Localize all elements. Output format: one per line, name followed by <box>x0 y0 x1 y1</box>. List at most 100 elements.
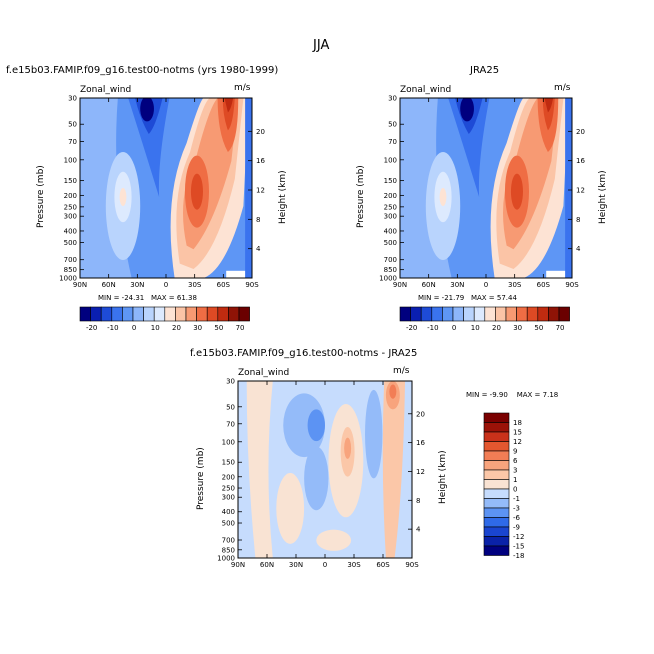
left-min-value: -24.31 <box>121 294 145 302</box>
right-colorbar-box <box>431 306 443 322</box>
left-colorbar-box <box>122 306 134 322</box>
diff-colorbar-label: 15 <box>513 429 522 437</box>
x-tick-label: 30S <box>188 281 202 289</box>
left-colorbar-label: -20 <box>86 324 97 332</box>
right-min-max: MIN = -21.79 MAX = 57.44 <box>418 294 517 302</box>
height-tick-label: 4 <box>576 245 581 253</box>
diff-colorbar-box <box>483 469 510 480</box>
y-tick-label: 850 <box>222 546 235 554</box>
left-max-value: 61.38 <box>176 294 197 302</box>
y-tick-label: 250 <box>222 485 235 493</box>
x-tick-label: 90N <box>73 281 87 289</box>
x-tick-label: 60S <box>376 561 390 569</box>
diff-colorbar-box <box>483 526 510 537</box>
x-tick-label: 30N <box>130 281 144 289</box>
y-tick-label: 70 <box>68 138 77 146</box>
height-tick-label: 12 <box>576 187 585 195</box>
diff-colorbar-box <box>483 536 510 547</box>
y-tick-label: 50 <box>388 121 397 129</box>
y-tick-label: 1000 <box>379 275 397 283</box>
left-colorbar-box <box>90 306 102 322</box>
x-tick-label: 60S <box>217 281 231 289</box>
left-colorbar-box <box>100 306 113 322</box>
left-max-label: MAX = <box>150 294 175 302</box>
diff-colorbar-box <box>483 450 510 461</box>
right-units-label: m/s <box>554 83 571 93</box>
height-tick-label: 16 <box>416 439 425 447</box>
right-colorbar-label: -20 <box>406 324 417 332</box>
y-tick-label: 100 <box>384 156 397 164</box>
y-tick-label: 1000 <box>59 275 77 283</box>
y-tick-label: 150 <box>384 177 397 185</box>
right-colorbar-box <box>558 306 570 322</box>
y-tick-label: 300 <box>64 213 77 221</box>
right-colorbar-box <box>537 306 549 322</box>
y-tick-label: 500 <box>384 239 397 247</box>
x-tick-label: 90S <box>405 561 419 569</box>
right-colorbar-box <box>495 306 507 322</box>
difference-zonal-wind-field <box>238 381 412 558</box>
left-colorbar-box <box>217 306 229 322</box>
diff-colorbar-label: -15 <box>513 543 524 551</box>
left-colorbar-box <box>206 306 219 322</box>
diff-colorbar-box <box>483 422 510 433</box>
y-tick-label: 50 <box>226 403 235 411</box>
left-colorbar-label: 70 <box>236 324 245 332</box>
x-tick-label: 60N <box>102 281 116 289</box>
height-tick-label: 12 <box>416 468 425 476</box>
diff-colorbar-label: -9 <box>513 524 520 532</box>
diff-colorbar-label: 18 <box>513 419 522 427</box>
left-colorbar-box <box>185 306 197 322</box>
right-variable-label: Zonal_wind <box>400 85 452 95</box>
x-tick-label: 60N <box>260 561 274 569</box>
right-min-value: -21.79 <box>441 294 465 302</box>
diff-max-value: 7.18 <box>542 391 559 399</box>
right-zonal-wind-field <box>400 98 572 278</box>
left-colorbar-box <box>164 306 176 322</box>
right-colorbar-box <box>410 306 422 322</box>
left-colorbar-box <box>153 306 166 322</box>
diff-colorbar-label: -6 <box>513 514 521 522</box>
diff-colorbar-box <box>483 460 510 471</box>
diff-colorbar-label: 0 <box>513 486 517 494</box>
diff-colorbar-box <box>483 431 510 442</box>
x-tick-label: 30N <box>450 281 464 289</box>
x-tick-label: 30N <box>289 561 303 569</box>
diff-colorbar-label: 9 <box>513 448 517 456</box>
y-tick-label: 300 <box>384 213 397 221</box>
right-colorbar-box <box>526 306 539 322</box>
right-colorbar-box <box>452 306 464 322</box>
x-tick-label: 0 <box>484 281 488 289</box>
height-tick-label: 12 <box>256 187 265 195</box>
height-tick-label: 20 <box>256 128 265 136</box>
y-tick-label: 1000 <box>217 555 235 563</box>
height-tick-label: 16 <box>256 157 265 165</box>
left-colorbar-label: 30 <box>193 324 202 332</box>
x-tick-label: 0 <box>323 561 327 569</box>
diff-colorbar-label: -1 <box>513 495 520 503</box>
right-colorbar-box <box>473 306 486 322</box>
y-tick-label: 700 <box>384 256 397 264</box>
x-tick-label: 30S <box>508 281 522 289</box>
y-tick-label: 300 <box>222 494 235 502</box>
x-tick-label: 90N <box>393 281 407 289</box>
diff-colorbar-label: 1 <box>513 476 517 484</box>
diff-ylabel-right: Height (km) <box>438 450 448 504</box>
left-colorbar-box <box>175 306 187 322</box>
diff-ylabel: Pressure (mb) <box>196 447 206 510</box>
left-min-max: MIN = -24.31 MAX = 61.38 <box>98 294 197 302</box>
left-colorbar-box <box>79 306 91 322</box>
diff-colorbar-box <box>483 517 510 528</box>
height-tick-label: 16 <box>576 157 585 165</box>
right-min-label: MIN = <box>418 294 440 302</box>
height-tick-label: 8 <box>576 216 580 224</box>
right-ylabel-right: Height (km) <box>598 170 608 224</box>
y-tick-label: 30 <box>226 378 235 386</box>
diff-min-label: MIN = <box>466 391 488 399</box>
x-tick-label: 0 <box>164 281 168 289</box>
left-colorbar-box <box>111 306 123 322</box>
y-tick-label: 400 <box>222 508 235 516</box>
x-tick-label: 90N <box>231 561 245 569</box>
diff-colorbar-label: -12 <box>513 533 524 541</box>
